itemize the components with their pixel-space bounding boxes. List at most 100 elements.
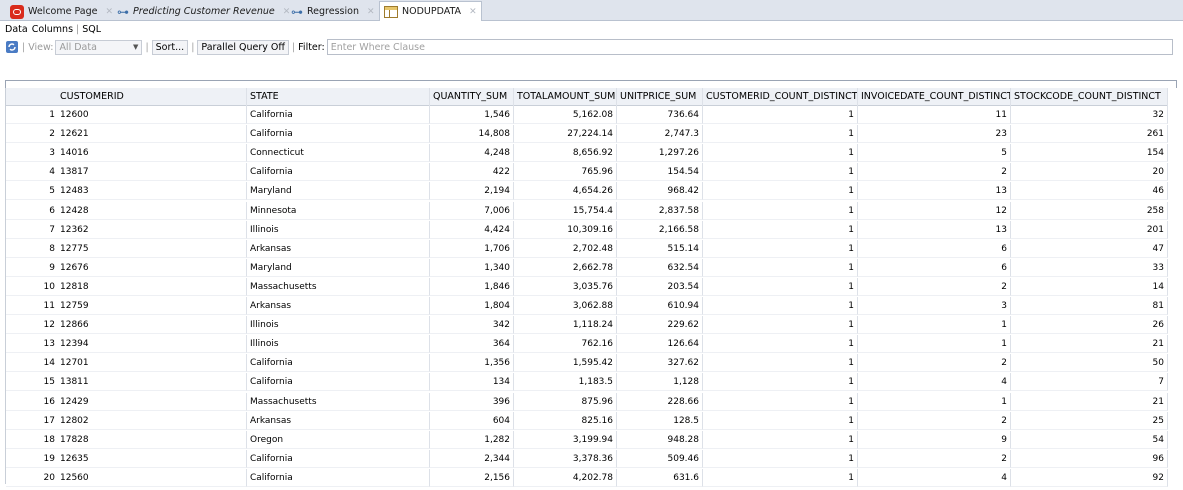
cell-state[interactable]: Maryland: [247, 182, 430, 201]
column-header-invoicedate-count-distinct[interactable]: INVOICEDATE_COUNT_DISTINCT: [858, 88, 1011, 106]
cell-stockcode-count-distinct[interactable]: 21: [1011, 392, 1168, 411]
cell-totalamount-sum[interactable]: 4,202.78: [514, 468, 617, 487]
tab-predicting-customer-revenue[interactable]: ⊶ Predicting Customer Revenue ✕: [113, 2, 294, 21]
cell-stockcode-count-distinct[interactable]: 81: [1011, 297, 1168, 315]
cell-customerid-count-distinct[interactable]: 1: [703, 468, 858, 487]
subtab-columns[interactable]: Columns: [31, 24, 74, 35]
cell-customerid[interactable]: 13817: [57, 163, 247, 182]
cell-quantity-sum[interactable]: 396: [430, 392, 514, 411]
cell-invoicedate-count-distinct[interactable]: 9: [858, 430, 1011, 449]
cell-quantity-sum[interactable]: 422: [430, 163, 514, 182]
cell-invoicedate-count-distinct[interactable]: 12: [858, 201, 1011, 220]
cell-stockcode-count-distinct[interactable]: 50: [1011, 354, 1168, 373]
cell-customerid-count-distinct[interactable]: 1: [703, 297, 858, 315]
cell-quantity-sum[interactable]: 2,344: [430, 449, 514, 468]
cell-quantity-sum[interactable]: 1,356: [430, 354, 514, 373]
column-header-customerid-count-distinct[interactable]: CUSTOMERID_COUNT_DISTINCT: [703, 88, 858, 106]
cell-invoicedate-count-distinct[interactable]: 3: [858, 297, 1011, 315]
table-row[interactable]: 11 12759 Arkansas 1,804 3,062.88 610.94 1 3 81: [6, 297, 1168, 315]
cell-customerid-count-distinct[interactable]: 1: [703, 430, 858, 449]
cell-customerid-count-distinct[interactable]: 1: [703, 106, 858, 124]
cell-totalamount-sum[interactable]: 1,183.5: [514, 373, 617, 392]
cell-customerid-count-distinct[interactable]: 1: [703, 392, 858, 411]
cell-customerid-count-distinct[interactable]: 1: [703, 125, 858, 144]
cell-customerid-count-distinct[interactable]: 1: [703, 411, 858, 430]
cell-customerid[interactable]: 12759: [57, 297, 247, 315]
cell-totalamount-sum[interactable]: 2,662.78: [514, 258, 617, 277]
cell-unitprice-sum[interactable]: 126.64: [617, 335, 703, 354]
cell-unitprice-sum[interactable]: 228.66: [617, 392, 703, 411]
cell-state[interactable]: Oregon: [247, 430, 430, 449]
cell-quantity-sum[interactable]: 1,706: [430, 239, 514, 258]
cell-state[interactable]: California: [247, 449, 430, 468]
cell-unitprice-sum[interactable]: 610.94: [617, 297, 703, 315]
cell-customerid-count-distinct[interactable]: 1: [703, 277, 858, 296]
cell-unitprice-sum[interactable]: 736.64: [617, 106, 703, 124]
cell-customerid[interactable]: 12362: [57, 220, 247, 239]
cell-unitprice-sum[interactable]: 631.6: [617, 468, 703, 487]
cell-invoicedate-count-distinct[interactable]: 4: [858, 373, 1011, 392]
cell-customerid[interactable]: 12775: [57, 239, 247, 258]
cell-state[interactable]: California: [247, 354, 430, 373]
cell-unitprice-sum[interactable]: 515.14: [617, 239, 703, 258]
data-grid[interactable]: CUSTOMERID STATE QUANTITY_SUM TOTALAMOUN…: [5, 88, 1177, 487]
cell-totalamount-sum[interactable]: 3,062.88: [514, 297, 617, 315]
table-row[interactable]: 14 12701 California 1,356 1,595.42 327.62 1 2 50: [6, 354, 1168, 373]
cell-totalamount-sum[interactable]: 8,656.92: [514, 144, 617, 163]
cell-totalamount-sum[interactable]: 762.16: [514, 335, 617, 354]
cell-invoicedate-count-distinct[interactable]: 1: [858, 316, 1011, 335]
cell-invoicedate-count-distinct[interactable]: 2: [858, 277, 1011, 296]
cell-invoicedate-count-distinct[interactable]: 5: [858, 144, 1011, 163]
table-row[interactable]: 18 17828 Oregon 1,282 3,199.94 948.28 1 9 54: [6, 430, 1168, 449]
cell-quantity-sum[interactable]: 1,282: [430, 430, 514, 449]
cell-stockcode-count-distinct[interactable]: 92: [1011, 468, 1168, 487]
table-row[interactable]: 20 12560 California 2,156 4,202.78 631.6 1 4 92: [6, 468, 1168, 487]
cell-customerid-count-distinct[interactable]: 1: [703, 354, 858, 373]
cell-customerid[interactable]: 12818: [57, 277, 247, 296]
table-row[interactable]: 9 12676 Maryland 1,340 2,662.78 632.54 1 6 33: [6, 258, 1168, 277]
cell-totalamount-sum[interactable]: 15,754.4: [514, 201, 617, 220]
cell-invoicedate-count-distinct[interactable]: 6: [858, 239, 1011, 258]
cell-stockcode-count-distinct[interactable]: 46: [1011, 182, 1168, 201]
column-header-quantity-sum[interactable]: QUANTITY_SUM: [430, 88, 514, 106]
cell-customerid[interactable]: 14016: [57, 144, 247, 163]
cell-customerid-count-distinct[interactable]: 1: [703, 239, 858, 258]
cell-customerid[interactable]: 12621: [57, 125, 247, 144]
table-row[interactable]: 16 12429 Massachusetts 396 875.96 228.66 1 1 21: [6, 392, 1168, 411]
cell-unitprice-sum[interactable]: 2,747.3: [617, 125, 703, 144]
cell-unitprice-sum[interactable]: 968.42: [617, 182, 703, 201]
cell-stockcode-count-distinct[interactable]: 21: [1011, 335, 1168, 354]
cell-customerid-count-distinct[interactable]: 1: [703, 163, 858, 182]
cell-quantity-sum[interactable]: 604: [430, 411, 514, 430]
cell-stockcode-count-distinct[interactable]: 154: [1011, 144, 1168, 163]
cell-totalamount-sum[interactable]: 3,035.76: [514, 277, 617, 296]
cell-unitprice-sum[interactable]: 632.54: [617, 258, 703, 277]
cell-state[interactable]: Connecticut: [247, 144, 430, 163]
cell-customerid-count-distinct[interactable]: 1: [703, 144, 858, 163]
cell-invoicedate-count-distinct[interactable]: 2: [858, 449, 1011, 468]
table-row[interactable]: 2 12621 California 14,808 27,224.14 2,747.3 1 2…: [6, 125, 1168, 144]
table-row[interactable]: 3 14016 Connecticut 4,248 8,656.92 1,297.26 1 5…: [6, 144, 1168, 163]
cell-customerid[interactable]: 12428: [57, 201, 247, 220]
cell-totalamount-sum[interactable]: 3,199.94: [514, 430, 617, 449]
cell-quantity-sum[interactable]: 4,424: [430, 220, 514, 239]
cell-state[interactable]: California: [247, 468, 430, 487]
table-row[interactable]: 10 12818 Massachusetts 1,846 3,035.76 203.54 1…: [6, 277, 1168, 296]
cell-customerid[interactable]: 13811: [57, 373, 247, 392]
cell-invoicedate-count-distinct[interactable]: 4: [858, 468, 1011, 487]
table-row[interactable]: 13 12394 Illinois 364 762.16 126.64 1 1 21: [6, 335, 1168, 354]
refresh-icon[interactable]: [5, 40, 19, 54]
cell-invoicedate-count-distinct[interactable]: 2: [858, 354, 1011, 373]
cell-totalamount-sum[interactable]: 2,702.48: [514, 239, 617, 258]
cell-stockcode-count-distinct[interactable]: 47: [1011, 239, 1168, 258]
cell-invoicedate-count-distinct[interactable]: 13: [858, 220, 1011, 239]
cell-customerid-count-distinct[interactable]: 1: [703, 258, 858, 277]
cell-customerid-count-distinct[interactable]: 1: [703, 449, 858, 468]
cell-customerid[interactable]: 12802: [57, 411, 247, 430]
cell-customerid[interactable]: 12560: [57, 468, 247, 487]
cell-state[interactable]: California: [247, 125, 430, 144]
cell-state[interactable]: Arkansas: [247, 239, 430, 258]
cell-totalamount-sum[interactable]: 825.16: [514, 411, 617, 430]
column-header-unitprice-sum[interactable]: UNITPRICE_SUM: [617, 88, 703, 106]
cell-customerid-count-distinct[interactable]: 1: [703, 220, 858, 239]
